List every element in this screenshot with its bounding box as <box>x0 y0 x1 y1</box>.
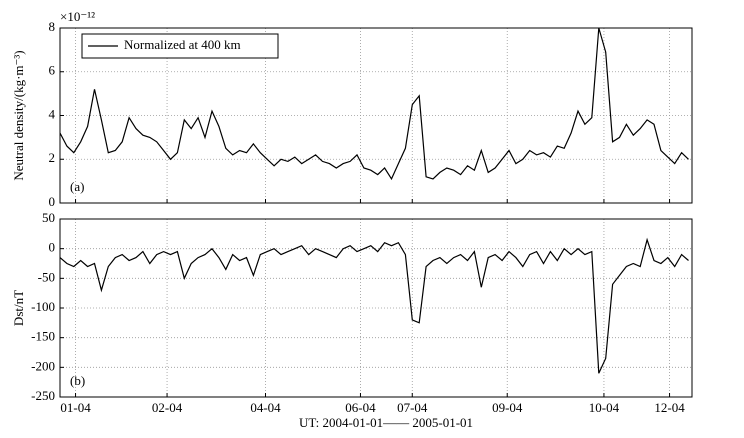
x-tick-label: 12-04 <box>654 400 685 415</box>
panel-label: (b) <box>70 373 85 388</box>
y-multiplier: ×10⁻¹² <box>60 9 95 24</box>
y-tick-label: -250 <box>31 388 55 403</box>
y-tick-label: 0 <box>49 194 56 209</box>
y-tick-label: 4 <box>49 106 56 121</box>
legend-label: Normalized at 400 km <box>124 37 241 52</box>
x-tick-label: 01-04 <box>60 400 91 415</box>
series-line <box>59 27 689 181</box>
x-tick-label: 06-04 <box>345 400 376 415</box>
y-tick-label: 0 <box>49 240 56 255</box>
y-tick-label: -50 <box>38 269 55 284</box>
y-tick-label: 50 <box>42 210 55 225</box>
x-tick-label: 02-04 <box>152 400 183 415</box>
y-tick-label: 8 <box>49 19 56 34</box>
y-tick-label: -200 <box>31 358 55 373</box>
series-line <box>59 237 689 374</box>
plot-frame <box>59 218 693 398</box>
panel-label: (a) <box>70 179 84 194</box>
plot-frame <box>59 27 693 204</box>
y-axis-label: Neutral density/(kg·m⁻³) <box>11 50 26 180</box>
x-tick-label: 09-04 <box>492 400 523 415</box>
x-tick-label: 07-04 <box>397 400 428 415</box>
x-tick-label: 04-04 <box>250 400 281 415</box>
y-axis-label: Dst/nT <box>11 290 26 326</box>
y-tick-label: 6 <box>49 63 56 78</box>
x-tick-label: 10-04 <box>589 400 620 415</box>
y-tick-label: 2 <box>49 150 56 165</box>
y-tick-label: -100 <box>31 299 55 314</box>
x-axis-label: UT: 2004-01-01—— 2005-01-01 <box>299 415 473 430</box>
y-tick-label: -150 <box>31 329 55 344</box>
